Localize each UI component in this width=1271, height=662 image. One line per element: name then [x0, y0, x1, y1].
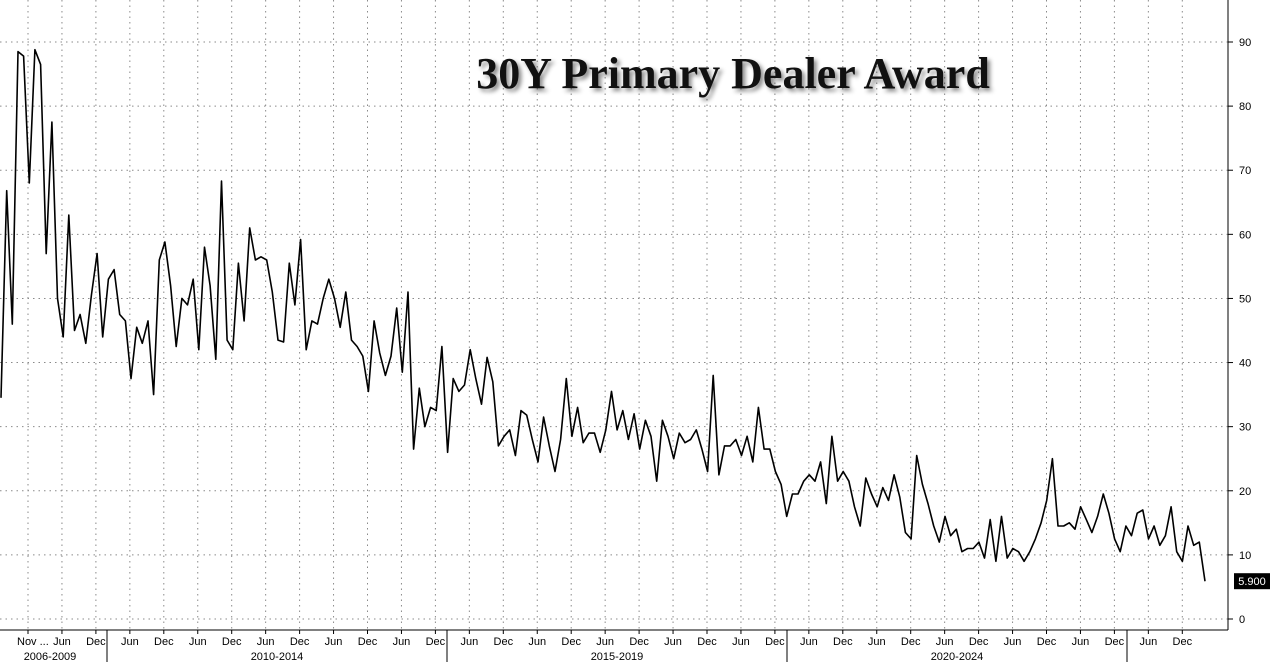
x-tick-label: Jun: [257, 636, 275, 648]
last-value-tag-background: [1234, 573, 1270, 590]
period-label: 2020-2024: [931, 651, 984, 662]
y-tick-label: 30: [1239, 422, 1251, 434]
x-axis: Nov ... Jun Dec Jun Dec Jun Dec Jun Dec Jun Dec Jun…: [17, 630, 1193, 648]
x-tick-label: Jun: [732, 636, 750, 648]
x-tick-label: Jun: [800, 636, 818, 648]
x-tick-label: Jun: [1072, 636, 1090, 648]
period-dividers: [106, 630, 1128, 662]
series-line: [0, 48, 1206, 582]
x-tick-label: Dec: [561, 636, 581, 648]
x-tick-label: Dec: [222, 636, 242, 648]
x-tick-label: Jun: [528, 636, 546, 648]
x-tick-label: Dec: [833, 636, 853, 648]
x-tick-label: Dec: [1105, 636, 1125, 648]
x-tick-label: Dec: [290, 636, 310, 648]
x-tick-label: Dec: [494, 636, 514, 648]
x-tick-label: Jun: [1139, 636, 1157, 648]
period-label: 2006-2009: [24, 651, 77, 662]
y-tick-label: 80: [1239, 101, 1251, 113]
x-tick-label: Jun: [460, 636, 478, 648]
x-tick-label: Dec: [765, 636, 785, 648]
x-tick-label: Jun: [53, 636, 71, 648]
x-tick-label: Dec: [969, 636, 989, 648]
period-label: 2015-2019: [591, 651, 644, 662]
x-tick-label: Dec: [697, 636, 717, 648]
x-tick-label: Jun: [596, 636, 614, 648]
x-tick-label: Dec: [154, 636, 174, 648]
chart-title: 30Y Primary Dealer Award: [476, 49, 990, 98]
last-value-tag: 5.900: [1234, 573, 1270, 590]
x-tick-label: Dec: [358, 636, 378, 648]
period-labels: 2006-2009 2010-2014 2015-2019 2020-2024: [24, 651, 984, 662]
y-tick-label: 70: [1239, 165, 1251, 177]
x-tick-label: Jun: [936, 636, 954, 648]
grid: [0, 0, 1228, 630]
x-tick-label: Dec: [426, 636, 446, 648]
x-tick-label: Jun: [189, 636, 207, 648]
y-tick-label: 40: [1239, 358, 1251, 370]
x-tick-label: Jun: [1004, 636, 1022, 648]
x-tick-label: Jun: [664, 636, 682, 648]
y-tick-label: 0: [1239, 614, 1245, 626]
period-label: 2010-2014: [251, 651, 304, 662]
y-tick-label: 60: [1239, 229, 1251, 241]
y-axis: 0 10 20 30 40 50 60 70 80 90: [1228, 37, 1251, 626]
x-tick-label: Jun: [868, 636, 886, 648]
x-tick-label: Dec: [901, 636, 921, 648]
x-tick-label: Jun: [393, 636, 411, 648]
x-tick-label: Dec: [629, 636, 649, 648]
x-tick-label: Nov ...: [17, 636, 49, 648]
x-tick-label: Dec: [1173, 636, 1193, 648]
x-tick-label: Jun: [121, 636, 139, 648]
y-tick-label: 20: [1239, 486, 1251, 498]
y-tick-label: 50: [1239, 293, 1251, 305]
x-tick-label: Jun: [325, 636, 343, 648]
x-tick-label: Dec: [1037, 636, 1057, 648]
x-tick-label: Dec: [86, 636, 106, 648]
y-tick-label: 90: [1239, 37, 1251, 49]
y-tick-label: 10: [1239, 550, 1251, 562]
last-value-label: 5.900: [1238, 576, 1266, 588]
